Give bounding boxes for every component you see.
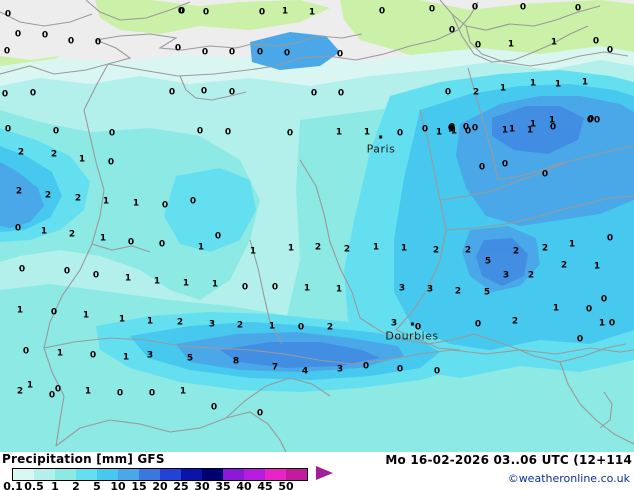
colorbar-tick-45: 45 [257, 480, 273, 490]
colorbar-tick-1: 1 [51, 480, 59, 490]
colorbar-tick-15: 15 [131, 480, 147, 490]
forecast-timestamp: Mo 16-02-2026 03..06 UTC (12+114 [385, 453, 632, 467]
colorbar-cell-10 [118, 469, 139, 480]
colorbar-cell-5 [97, 469, 118, 480]
colorbar-cell-20 [160, 469, 181, 480]
colorbar-tick-10: 10 [110, 480, 126, 490]
colorbar-cell-0.5 [34, 469, 55, 480]
colorbar-tick-5: 5 [93, 480, 101, 490]
colorbar-cell-0.1 [13, 469, 34, 480]
precipitation-colorbar[interactable] [12, 468, 308, 481]
colorbar-overflow-arrow-icon [316, 466, 333, 480]
colorbar-tick-30: 30 [194, 480, 210, 490]
map-footer: Precipitation [mm] GFS 0.1 0.5 1 2 5 10 15 20 25… [0, 452, 634, 490]
colorbar-cell-15 [139, 469, 160, 480]
colorbar-cell-25 [181, 469, 202, 480]
colorbar-tick-0.5: 0.5 [24, 480, 44, 490]
legend-title: Precipitation [mm] GFS [2, 452, 165, 466]
colorbar-cell-40 [244, 469, 265, 480]
colorbar-tick-20: 20 [152, 480, 168, 490]
colorbar-cell-35 [223, 469, 244, 480]
colorbar-cell-50 [286, 469, 307, 480]
colorbar-tick-2: 2 [72, 480, 80, 490]
colorbar-cell-1 [55, 469, 76, 480]
colorbar-tick-35: 35 [215, 480, 231, 490]
copyright-notice: ©weatheronline.co.uk [507, 472, 630, 485]
precip-band-15 [220, 106, 584, 368]
colorbar-cell-2 [76, 469, 97, 480]
colorbar-tick-50: 50 [278, 480, 294, 490]
coastlines-and-borders [0, 0, 634, 452]
colorbar-tick-0.1: 0.1 [3, 480, 23, 490]
colorbar-tick-40: 40 [236, 480, 252, 490]
colorbar-tick-25: 25 [173, 480, 189, 490]
colorbar-cell-45 [265, 469, 286, 480]
colorbar-cell-30 [202, 469, 223, 480]
map-canvas [0, 0, 634, 452]
colorbar-tick-labels: 0.1 0.5 1 2 5 10 15 20 25 30 35 40 45 50 [0, 480, 340, 490]
